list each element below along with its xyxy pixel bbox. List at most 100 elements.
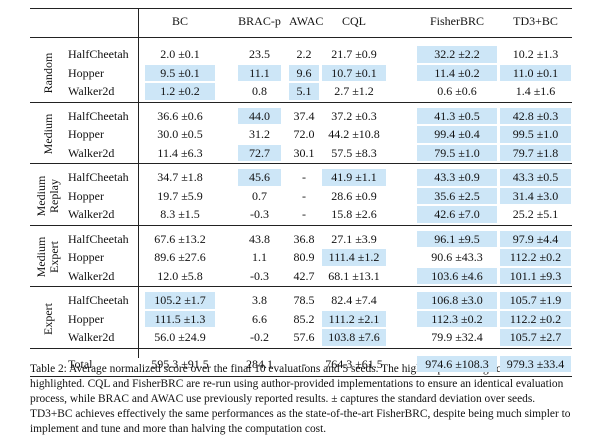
cell: 974.6 ±108.3	[425, 356, 489, 371]
highlight	[145, 64, 215, 81]
cell: 37.2 ±0.3	[331, 108, 377, 123]
cell: 11.4 ±6.3	[157, 145, 203, 160]
highlight	[322, 329, 386, 346]
cell: 41.9 ±1.1	[331, 170, 377, 184]
cell: 11.0 ±0.1	[512, 65, 559, 80]
highlight	[322, 249, 386, 266]
cell: 5.1	[296, 84, 312, 98]
row-label: Hopper	[68, 188, 104, 203]
cell: 79.5 ±1.0	[434, 145, 480, 160]
row-label: Walker2d	[68, 330, 115, 344]
top-rule	[30, 8, 572, 9]
cell: 82.4 ±7.4	[331, 293, 377, 307]
cell: 15.8 ±2.6	[331, 207, 377, 221]
group-rule	[30, 224, 572, 226]
column-header: CQL	[342, 14, 366, 28]
cell: 68.1 ±13.1	[328, 268, 380, 283]
row-label: HalfCheetah	[68, 231, 129, 246]
cell: 67.6 ±13.2	[154, 231, 206, 246]
cell: 9.5 ±0.1	[160, 65, 200, 80]
cell: 80.9	[293, 250, 315, 264]
cell: -	[302, 170, 306, 184]
cell: 0.8	[252, 84, 267, 98]
highlight	[417, 355, 497, 372]
highlight	[145, 83, 215, 100]
cell: 72.7	[249, 145, 270, 160]
group-rule	[30, 286, 572, 287]
cell: 103.8 ±7.6	[328, 330, 380, 344]
highlight	[417, 64, 497, 81]
cell: 43.8	[249, 231, 270, 246]
highlight	[417, 267, 497, 284]
cell: 28.6 ±0.9	[331, 188, 377, 203]
cell: 10.7 ±0.1	[331, 65, 377, 80]
highlight	[238, 169, 281, 186]
highlight	[417, 144, 497, 161]
cell: 90.6 ±43.3	[431, 250, 483, 264]
cell: 0.6 ±0.6	[437, 84, 477, 98]
cell: 106.8 ±3.0	[431, 293, 483, 307]
cell: 56.0 ±24.9	[154, 330, 206, 344]
cell: 36.8	[293, 231, 315, 246]
highlight	[289, 83, 319, 100]
cell: 103.6 ±4.6	[431, 268, 483, 283]
cell: 89.6 ±27.6	[154, 250, 206, 264]
cell: 112.2 ±0.2	[509, 250, 562, 264]
group-label: Medium Replay	[34, 175, 61, 217]
highlight	[500, 329, 571, 346]
cell: 0.7	[252, 188, 267, 203]
cell: 19.7 ±5.9	[157, 188, 203, 203]
row-label: Walker2d	[68, 84, 115, 98]
group-rule	[30, 163, 572, 164]
group-label: Expert	[40, 302, 55, 335]
cell: 97.9 ±4.4	[512, 231, 559, 246]
cell: 1.2 ±0.2	[160, 84, 200, 98]
highlight	[238, 64, 281, 81]
cell: -0.3	[250, 268, 269, 283]
highlight	[500, 187, 571, 204]
group-rule	[30, 347, 572, 349]
highlight	[289, 64, 319, 81]
cell: 23.5	[249, 47, 270, 61]
row-label: HalfCheetah	[68, 293, 129, 307]
row-label: HalfCheetah	[68, 108, 129, 123]
row-label: Walker2d	[68, 145, 115, 160]
cell: 79.9 ±32.4	[431, 330, 483, 344]
cell: 42.7	[293, 268, 315, 283]
highlight	[322, 310, 386, 327]
row-label: HalfCheetah	[68, 47, 129, 61]
highlight	[500, 355, 571, 372]
cell: 12.0 ±5.8	[157, 268, 203, 283]
highlight	[500, 144, 571, 161]
highlight	[145, 292, 215, 309]
cell: 595.3 ±91.5	[151, 356, 209, 371]
cell: 284.1	[246, 356, 273, 371]
column-header: BRAC-p	[238, 14, 281, 28]
cell: 79.7 ±1.8	[512, 145, 559, 160]
highlight	[500, 169, 571, 186]
highlight	[322, 169, 386, 186]
cell: 2.2	[296, 47, 312, 61]
cell: 99.5 ±1.0	[512, 127, 559, 141]
highlight	[417, 206, 497, 223]
cell: -0.3	[250, 207, 269, 221]
cell: 44.2 ±10.8	[328, 127, 380, 141]
cell: 37.4	[293, 108, 315, 123]
cell: 72.0	[293, 127, 315, 141]
highlight	[417, 46, 497, 63]
cell: 112.3 ±0.2	[431, 311, 483, 326]
cell: 36.6 ±0.6	[157, 108, 203, 123]
cell: 1.4 ±1.6	[515, 84, 556, 98]
cell: 3.8	[252, 293, 267, 307]
cell: 105.2 ±1.7	[154, 293, 206, 307]
cell: 78.5	[293, 293, 315, 307]
highlight	[417, 230, 497, 247]
cell: 105.7 ±1.9	[509, 293, 562, 307]
cell: -	[302, 188, 306, 203]
highlight	[238, 107, 281, 124]
cell: 764.3 ±61.5	[325, 356, 383, 371]
cell: 30.0 ±0.5	[157, 127, 203, 141]
column-header: BC	[171, 14, 188, 28]
highlight	[238, 144, 281, 161]
cell: 44.0	[249, 108, 270, 123]
